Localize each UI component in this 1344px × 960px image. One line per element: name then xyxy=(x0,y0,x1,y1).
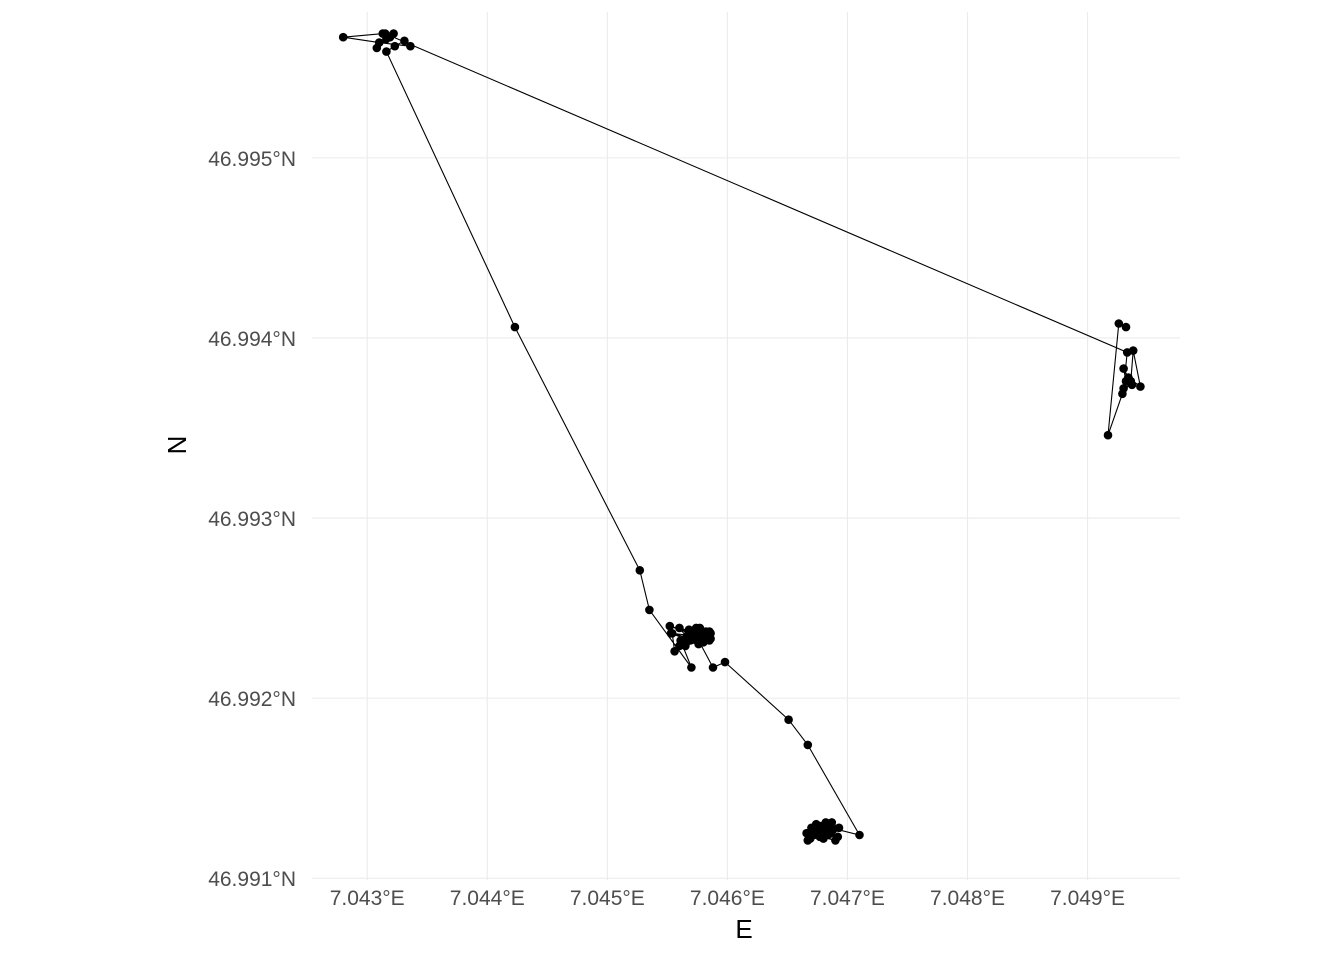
track-point xyxy=(382,47,391,56)
track-point xyxy=(406,41,415,51)
track-point xyxy=(510,322,520,332)
track-point xyxy=(720,657,730,667)
track-point xyxy=(706,634,715,643)
x-tick-label: 7.049°E xyxy=(1050,887,1125,910)
x-tick-label: 7.047°E xyxy=(810,887,885,910)
y-tick-label: 46.991°N xyxy=(208,868,296,891)
y-tick-label: 46.994°N xyxy=(208,328,296,351)
track-point xyxy=(635,566,645,575)
track-point xyxy=(1114,319,1124,328)
track-point xyxy=(691,623,701,633)
track-point xyxy=(1136,382,1145,391)
track-point xyxy=(805,834,815,843)
track-point xyxy=(390,41,400,51)
track-points-layer xyxy=(338,29,1145,845)
track-point xyxy=(814,830,823,840)
track-point xyxy=(1119,364,1128,373)
track-point xyxy=(1126,376,1136,386)
track-point xyxy=(855,830,864,840)
y-tick-label: 46.995°N xyxy=(208,148,296,171)
track-point xyxy=(803,740,813,750)
x-tick-label: 7.043°E xyxy=(330,887,405,910)
track-point xyxy=(675,623,684,633)
track-point xyxy=(380,29,390,38)
y-axis-title: N xyxy=(162,436,192,455)
track-point xyxy=(666,629,676,638)
track-point xyxy=(834,823,844,833)
track-path-layer xyxy=(343,33,1142,842)
x-tick-label: 7.045°E xyxy=(570,887,645,910)
x-tick-label: 7.046°E xyxy=(690,887,765,910)
track-point xyxy=(708,663,718,672)
track-point xyxy=(645,605,654,615)
track-point xyxy=(665,621,675,631)
track-point xyxy=(400,36,409,46)
track-point xyxy=(823,825,833,834)
track-point xyxy=(827,818,837,827)
y-tick-label: 46.992°N xyxy=(208,688,296,711)
y-tick-labels: 46.991°N 46.992°N 46.993°N 46.994°N 46.995°N xyxy=(208,148,296,891)
x-tick-label: 7.044°E xyxy=(450,887,525,910)
track-point xyxy=(338,32,348,42)
track-point xyxy=(1128,346,1138,355)
track-point xyxy=(705,627,714,636)
track-point xyxy=(372,43,382,53)
grid-lines xyxy=(312,12,1180,880)
x-tick-labels: 7.043°E 7.044°E 7.045°E 7.046°E 7.047°E 7.048… xyxy=(330,887,1125,910)
x-tick-label: 7.048°E xyxy=(930,887,1005,910)
track-point xyxy=(1118,389,1127,399)
y-tick-label: 46.993°N xyxy=(208,508,296,531)
track-line xyxy=(343,33,1142,842)
x-axis-title: E xyxy=(735,914,752,944)
track-point xyxy=(1103,430,1113,440)
track-point xyxy=(676,636,685,645)
track-point xyxy=(694,639,703,649)
track-point xyxy=(833,832,843,842)
track-point xyxy=(784,715,793,724)
track-point xyxy=(811,819,821,829)
track-point xyxy=(683,630,693,640)
track-point xyxy=(687,663,696,672)
track-point xyxy=(1121,322,1131,332)
